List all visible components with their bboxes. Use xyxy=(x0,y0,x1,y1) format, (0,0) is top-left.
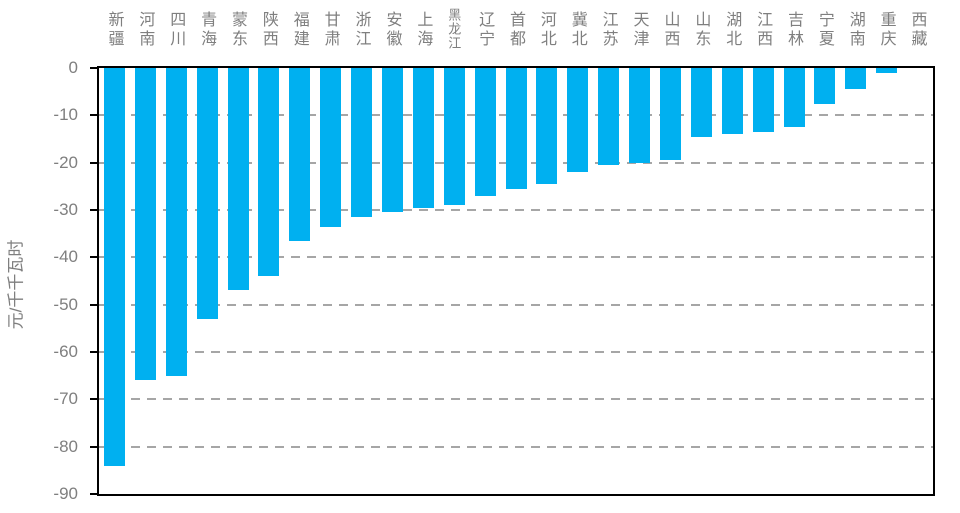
y-axis-tick xyxy=(90,398,97,401)
category-label: 冀北 xyxy=(568,11,586,49)
category-label: 江苏 xyxy=(599,11,617,49)
category-label: 陕西 xyxy=(259,11,277,49)
plot-area xyxy=(99,68,933,494)
y-tick-label: -50 xyxy=(53,294,78,314)
bar-江西 xyxy=(752,68,774,132)
plot-frame xyxy=(97,66,935,496)
gridline xyxy=(99,351,933,353)
category-label: 重庆 xyxy=(877,11,895,49)
bar-福建 xyxy=(289,68,311,241)
bar-湖北 xyxy=(721,68,743,135)
gridline xyxy=(99,209,933,211)
y-axis-tick xyxy=(90,445,97,448)
bar-新疆 xyxy=(103,68,125,466)
bar-上海 xyxy=(412,68,434,208)
category-label: 首都 xyxy=(507,11,524,49)
y-axis-tick xyxy=(90,209,97,211)
bar-青海 xyxy=(196,68,218,319)
gridline xyxy=(99,256,933,259)
y-axis-tick xyxy=(90,67,97,69)
category-label: 山东 xyxy=(692,11,710,49)
bar-首都 xyxy=(505,68,527,189)
y-axis-tick xyxy=(90,493,97,495)
category-label: 黑龙江 xyxy=(446,8,462,50)
category-label: 辽宁 xyxy=(476,11,494,49)
bar-湖南 xyxy=(845,68,867,90)
y-tick-label: -40 xyxy=(53,247,78,267)
category-label: 四川 xyxy=(167,11,185,49)
bar-重庆 xyxy=(876,68,898,73)
y-axis-tick xyxy=(90,114,97,117)
bar-江苏 xyxy=(598,68,620,166)
category-label: 浙江 xyxy=(352,11,370,49)
bar-黑龙江 xyxy=(443,68,465,206)
category-label: 湖北 xyxy=(723,11,741,49)
y-tick-label: -70 xyxy=(53,389,78,409)
category-label: 蒙东 xyxy=(229,11,246,49)
category-label: 吉林 xyxy=(785,11,802,49)
category-label: 青海 xyxy=(198,11,216,49)
y-axis-tick xyxy=(90,351,97,353)
y-axis-tick xyxy=(90,161,97,164)
bar-山东 xyxy=(690,68,712,137)
category-label: 西藏 xyxy=(908,11,926,49)
gridline xyxy=(99,398,933,401)
bar-陕西 xyxy=(258,68,280,277)
bar-宁夏 xyxy=(814,68,836,104)
bar-河北 xyxy=(536,68,558,184)
category-label: 江西 xyxy=(754,11,772,49)
category-label: 河南 xyxy=(136,11,154,49)
bar-蒙东 xyxy=(227,68,249,291)
y-tick-label: -90 xyxy=(53,484,78,503)
category-label: 甘肃 xyxy=(321,11,339,49)
category-label: 天津 xyxy=(630,11,648,49)
y-tick-label: -10 xyxy=(53,105,78,125)
bar-河南 xyxy=(134,68,156,381)
gridline xyxy=(99,303,933,306)
bar-甘肃 xyxy=(320,68,342,227)
bar-浙江 xyxy=(351,68,373,218)
bar-安徽 xyxy=(381,68,403,213)
bar-天津 xyxy=(629,68,651,163)
category-label: 山西 xyxy=(661,11,679,49)
y-axis-labels: 0 -10 -20 -30 -40 -50 -60 -70 -80 -90 xyxy=(0,0,86,513)
y-axis-tick xyxy=(90,256,97,259)
bar-冀北 xyxy=(567,68,589,173)
y-tick-label: -20 xyxy=(53,152,78,172)
y-axis-tick xyxy=(90,303,97,306)
y-tick-label: -80 xyxy=(53,436,78,456)
category-label: 湖南 xyxy=(846,11,864,49)
category-label: 上海 xyxy=(414,11,432,49)
category-label: 安徽 xyxy=(383,11,401,49)
bar-四川 xyxy=(165,68,187,376)
category-labels: 新疆 河南 四川 青海 蒙东 陕西 福建 甘肃 浙江 安徽 上海 黑龙江 辽宁 首都 河北 冀北 江苏 天津 山西山… xyxy=(97,0,935,64)
y-tick-label: -60 xyxy=(53,342,78,361)
category-label: 福建 xyxy=(290,11,308,49)
category-label: 新疆 xyxy=(105,11,123,49)
gridline xyxy=(99,445,933,448)
bar-吉林 xyxy=(783,68,805,128)
category-label: 宁夏 xyxy=(815,11,833,49)
bar-山西 xyxy=(659,68,681,161)
category-label: 河北 xyxy=(537,11,555,49)
y-tick-label: -30 xyxy=(53,200,78,219)
y-tick-label: 0 xyxy=(68,58,78,77)
bar-辽宁 xyxy=(474,68,496,196)
